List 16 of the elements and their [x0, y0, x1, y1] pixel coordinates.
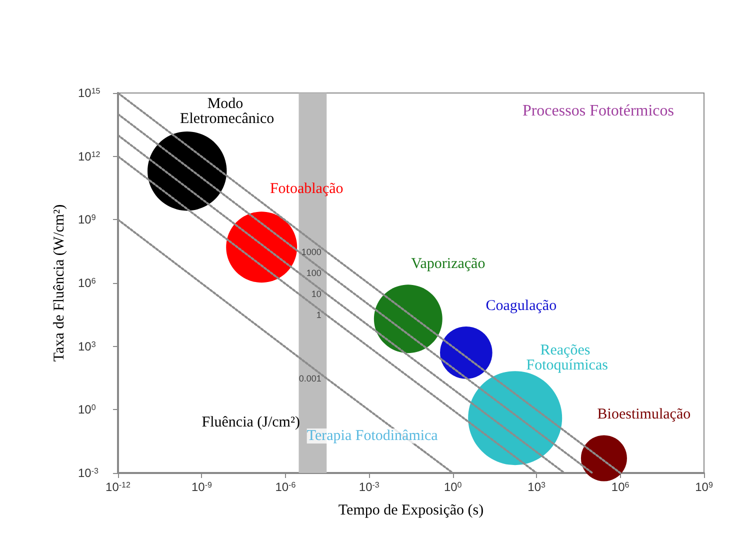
series-label: Vaporização [411, 256, 486, 272]
series-label: 100 [306, 268, 322, 278]
annotation: Processos Fototérmicos [522, 102, 674, 120]
series-label: Bioestimulação [597, 406, 691, 423]
series-label: 1 [316, 310, 322, 320]
series-label: Modo Eletromecânico [180, 96, 274, 127]
series-label: 1000 [301, 246, 322, 257]
x-axis-title: Tempo de Exposição (s) [338, 502, 484, 518]
series-label: Coagulação [486, 298, 557, 314]
band-label: Fluência (J/cm²) [202, 414, 300, 430]
series-label: Fotoablação [270, 181, 344, 198]
series-label: 10 [311, 289, 322, 300]
y-axis-title: Taxa de Fluência (W/cm²) [52, 204, 68, 362]
annotation: Terapia Fotodinâmica [306, 428, 438, 444]
series-label: 0.001 [298, 373, 322, 384]
series-label: Reações Fotoquímicas [526, 342, 608, 374]
